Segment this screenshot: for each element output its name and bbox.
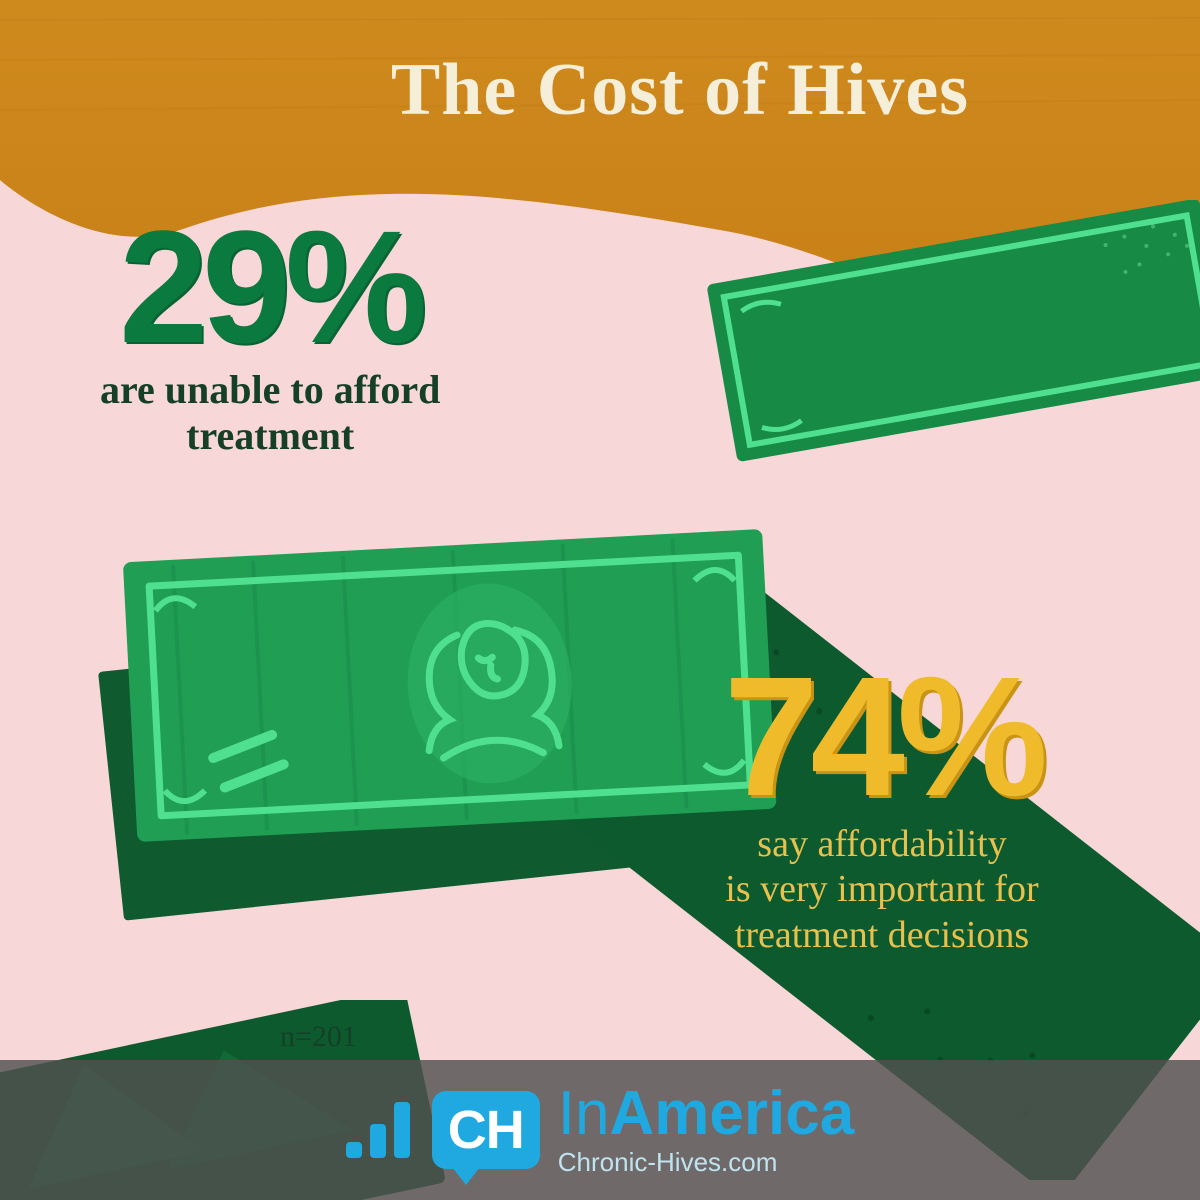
footer-bar: CH InAmerica Chronic-Hives.com [0, 1060, 1200, 1200]
stat-74-desc-line3: treatment decisions [735, 914, 1029, 956]
stat-74-block: 74% say affordability is very important … [632, 665, 1132, 958]
infographic-canvas: The Cost of Hives [0, 0, 1200, 1200]
brand-name: InAmerica [558, 1083, 854, 1145]
brand-in: In [558, 1079, 610, 1148]
stat-29-desc-line1: are unable to afford [100, 367, 440, 412]
stat-74-percent: 74% [632, 665, 1132, 810]
site-url: Chronic-Hives.com [558, 1147, 854, 1178]
stat-74-desc: say affordability is very important for … [632, 822, 1132, 959]
brand-america: America [610, 1079, 855, 1148]
stat-74-desc-line1: say affordability [757, 823, 1006, 865]
footer-text: InAmerica Chronic-Hives.com [558, 1083, 854, 1178]
stat-74-desc-line2: is very important for [725, 868, 1038, 910]
sample-size: n=201 [280, 1020, 357, 1054]
stat-29-percent: 29% [100, 215, 440, 359]
page-title: The Cost of Hives [0, 48, 1200, 133]
bars-icon [346, 1102, 410, 1158]
ch-badge: CH [432, 1091, 540, 1169]
stat-29-block: 29% are unable to afford treatment [100, 215, 440, 459]
bill-top-right [690, 200, 1200, 480]
stat-29-desc: are unable to afford treatment [100, 367, 440, 459]
stat-29-desc-line2: treatment [186, 413, 354, 458]
